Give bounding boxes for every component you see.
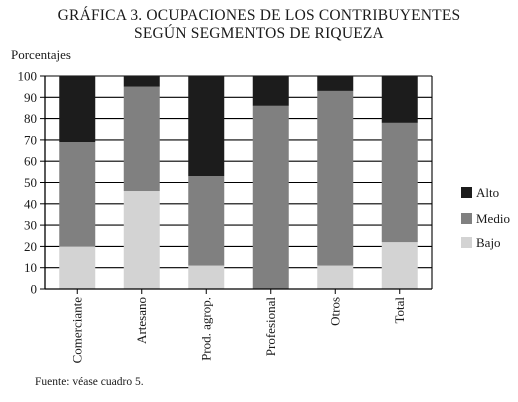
legend-swatch-alto — [461, 187, 472, 198]
bar-alto-3 — [252, 76, 289, 106]
chart-title: GRÁFICA 3. OCUPACIONES DE LOS CONTRIBUYE… — [57, 7, 461, 24]
bar-medio-3 — [252, 105, 289, 289]
y-tick-label-50: 50 — [24, 175, 37, 190]
x-tick-label-1: Artesano — [134, 297, 149, 344]
bar-bajo-1 — [123, 191, 160, 289]
bar-alto-5 — [381, 76, 418, 123]
x-tick-label-5: Total — [392, 297, 407, 324]
x-tick-label-2: Prod. agrop. — [198, 297, 213, 361]
y-tick-label-10: 10 — [24, 260, 37, 275]
y-tick-label-30: 30 — [24, 218, 37, 233]
y-tick-label-60: 60 — [24, 154, 37, 169]
bar-bajo-5 — [381, 242, 418, 289]
bar-medio-2 — [188, 176, 225, 266]
y-axis-label: Porcentajes — [11, 47, 71, 62]
y-tick-label-100: 100 — [18, 69, 38, 84]
legend-label-medio: Medio — [476, 211, 510, 226]
bar-medio-5 — [381, 122, 418, 243]
bar-bajo-2 — [188, 265, 225, 289]
legend-swatch-medio — [461, 213, 472, 224]
legend-label-alto: Alto — [476, 185, 499, 200]
y-tick-label-90: 90 — [24, 90, 37, 105]
x-tick-label-0: Comerciante — [69, 297, 84, 364]
bar-alto-4 — [317, 76, 354, 91]
source-note: Fuente: véase cuadro 5. — [35, 376, 144, 388]
bar-medio-1 — [123, 86, 160, 192]
legend-label-bajo: Bajo — [476, 235, 501, 250]
chart-subtitle: SEGÚN SEGMENTOS DE RIQUEZA — [134, 25, 384, 42]
y-tick-label-0: 0 — [31, 282, 38, 297]
bar-bajo-0 — [59, 246, 96, 289]
bar-alto-1 — [123, 76, 160, 87]
bar-medio-4 — [317, 90, 354, 266]
y-tick-label-80: 80 — [24, 111, 37, 126]
y-tick-label-70: 70 — [24, 132, 37, 147]
x-tick-label-4: Otros — [327, 297, 342, 326]
bar-alto-0 — [59, 76, 96, 143]
x-tick-label-3: Profesional — [263, 297, 278, 357]
bar-bajo-4 — [317, 265, 354, 289]
bar-medio-0 — [59, 142, 96, 247]
legend-swatch-bajo — [461, 237, 472, 248]
y-tick-label-40: 40 — [24, 196, 37, 211]
bar-alto-2 — [188, 76, 225, 177]
y-tick-label-20: 20 — [24, 239, 37, 254]
